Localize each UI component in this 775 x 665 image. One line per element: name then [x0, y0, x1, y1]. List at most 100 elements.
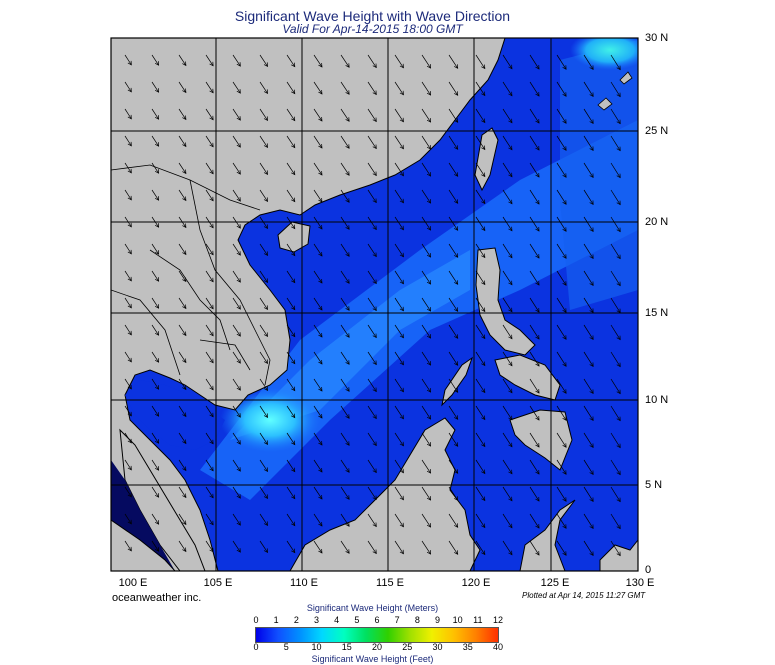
wave-arrowhead	[318, 386, 323, 392]
wave-arrow	[421, 108, 431, 123]
wave-arrow	[178, 54, 187, 66]
wave-arrow	[448, 540, 459, 555]
wave-arrowhead	[372, 171, 377, 177]
wave-arrow	[313, 135, 323, 149]
wave-arrowhead	[399, 522, 404, 528]
wave-arrowhead	[263, 197, 268, 202]
wave-arrow	[340, 270, 350, 284]
wave-arrow	[124, 486, 132, 498]
colorbar-tick: 30	[432, 642, 443, 652]
wave-arrow	[529, 216, 540, 232]
wave-arrowhead	[209, 331, 214, 337]
credit-text: oceanweather inc.	[112, 592, 202, 604]
wave-arrow	[556, 54, 567, 70]
wave-arrowhead	[535, 253, 540, 259]
wave-arrow	[475, 324, 486, 339]
luzon	[475, 247, 536, 356]
wave-arrow	[313, 162, 323, 176]
wave-arrow	[232, 216, 241, 229]
wave-arrowhead	[209, 250, 214, 256]
wave-arrowhead	[182, 466, 187, 472]
wave-arrowhead	[481, 253, 486, 259]
wave-arrow	[448, 216, 459, 231]
wave-arrowhead	[127, 519, 132, 525]
wave-arrowhead	[291, 224, 296, 230]
wave-arrow	[502, 297, 513, 312]
colorbar-tick: 12	[492, 615, 503, 625]
wave-arrowhead	[345, 387, 350, 392]
wave-arrowhead	[508, 469, 513, 475]
wave-arrowhead	[263, 305, 268, 310]
wave-arrowhead	[372, 198, 377, 204]
wave-arrowhead	[454, 226, 459, 231]
wave-arrow	[124, 513, 132, 525]
wave-arrow	[124, 459, 132, 471]
wave-arrow	[124, 351, 132, 363]
wave-arrowhead	[236, 305, 241, 310]
colorbar-tick: 7	[394, 615, 400, 625]
wave-arrow	[421, 81, 431, 96]
wave-arrowhead	[562, 443, 567, 448]
wave-arrow	[232, 432, 241, 445]
wave-arrowhead	[589, 200, 594, 206]
wave-arrowhead	[127, 492, 132, 498]
wave-arrow	[286, 135, 296, 148]
wave-arrow	[286, 243, 296, 256]
wave-arrowhead	[616, 173, 621, 179]
wave-arrowhead	[154, 520, 160, 525]
wave-arrowhead	[454, 361, 459, 366]
wave-arrow	[259, 324, 268, 337]
wave-arrow	[556, 324, 567, 340]
wave-arrow	[367, 189, 377, 203]
wave-arrowhead	[263, 89, 268, 94]
wave-arrowhead	[616, 281, 621, 287]
wave-arrow	[475, 54, 486, 69]
wave-arrow	[583, 351, 594, 367]
lat-label: 0	[645, 564, 652, 576]
wave-arrowhead	[263, 413, 268, 418]
wave-arrowhead	[399, 549, 404, 555]
wave-arrowhead	[291, 89, 296, 95]
wave-arrowhead	[372, 360, 377, 366]
wave-arrow	[610, 108, 621, 124]
ryukyu-island	[597, 97, 613, 111]
wave-arrow	[475, 270, 486, 285]
wave-arrow	[313, 486, 323, 500]
wave-arrowhead	[535, 172, 540, 178]
colorbar-tick: 5	[283, 642, 289, 652]
wave-arrowhead	[154, 61, 160, 66]
wave-arrowhead	[508, 145, 513, 151]
wave-arrowhead	[372, 387, 377, 393]
wave-arrowhead	[481, 118, 486, 124]
wave-arrow	[340, 297, 350, 311]
wave-arrow	[583, 459, 594, 475]
wave-arrowhead	[562, 92, 567, 97]
wave-arrow	[529, 81, 540, 97]
wave-arrowhead	[454, 415, 459, 420]
wave-arrowhead	[209, 493, 214, 499]
wave-arrowhead	[209, 88, 214, 94]
wave-arrowhead	[535, 226, 540, 232]
wave-arrowhead	[426, 253, 432, 258]
wave-arrowhead	[399, 225, 404, 231]
wave-arrow	[340, 189, 350, 203]
wave-arrowhead	[127, 114, 132, 120]
wave-arrow	[286, 351, 296, 364]
wave-arrow	[394, 405, 404, 419]
wave-arrowhead	[426, 199, 432, 204]
wave-arrowhead	[182, 142, 187, 148]
wave-arrowhead	[236, 413, 241, 418]
wave-arrowhead	[236, 197, 241, 202]
wave-arrow	[151, 297, 159, 309]
wave-arrowhead	[236, 548, 241, 553]
wave-arrowhead	[454, 199, 459, 204]
wave-arrow	[475, 108, 486, 123]
lon-label: 100 E	[118, 577, 148, 589]
wave-arrowhead	[154, 250, 160, 255]
wave-arrow	[448, 513, 459, 528]
wave-arrowhead	[154, 493, 160, 498]
wave-arrow	[475, 540, 486, 555]
wave-arrowhead	[127, 465, 132, 471]
map-frame	[110, 37, 639, 572]
wave-arrow	[610, 432, 621, 448]
